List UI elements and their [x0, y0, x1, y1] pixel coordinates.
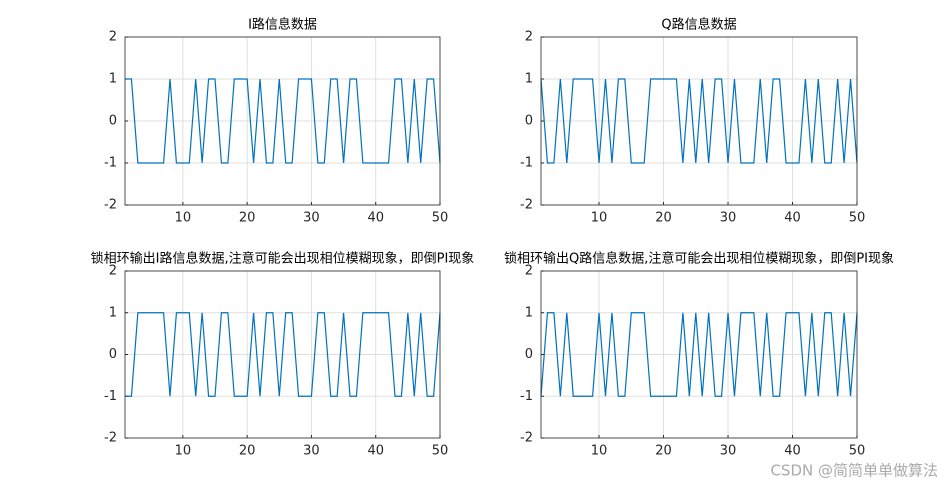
data-line	[125, 312, 441, 397]
x-tick-label: 40	[784, 444, 801, 459]
y-tick-label: -1	[520, 156, 533, 171]
axes-box	[540, 36, 858, 206]
x-tick-label: 10	[175, 211, 192, 226]
y-tick-label: -1	[520, 389, 533, 404]
y-tick-label: -2	[104, 198, 117, 213]
y-tick-label: -2	[520, 198, 533, 213]
x-tick-label: 50	[432, 211, 449, 226]
chart-title: 锁相环输出I路信息数据,注意可能会出现相位模糊现象，即倒PI现象	[91, 251, 475, 267]
axes-box	[540, 270, 858, 439]
y-tick-label: 1	[525, 72, 533, 87]
x-tick-label: 30	[720, 211, 737, 226]
data-line	[125, 78, 441, 164]
y-tick-label: 1	[109, 72, 117, 87]
y-tick-label: 1	[525, 305, 533, 320]
y-tick-label: 1	[109, 305, 117, 320]
x-tick-label: 40	[367, 444, 384, 459]
chart-title: I路信息数据	[248, 17, 317, 33]
y-tick-label: 0	[109, 114, 117, 129]
y-tick-label: 0	[525, 347, 533, 362]
x-tick-label: 10	[591, 211, 608, 226]
x-tick-label: 30	[303, 211, 320, 226]
y-tick-label: 2	[109, 264, 117, 279]
x-tick-label: 40	[367, 211, 384, 226]
x-tick-label: 30	[303, 444, 320, 459]
x-tick-label: 20	[239, 211, 256, 226]
y-tick-label: 0	[525, 114, 533, 129]
x-tick-label: 40	[784, 211, 801, 226]
y-tick-label: -1	[104, 389, 117, 404]
x-tick-label: 50	[849, 211, 866, 226]
y-tick-label: 2	[525, 264, 533, 279]
x-tick-label: 10	[175, 444, 192, 459]
y-tick-label: -1	[104, 156, 117, 171]
chart-title: Q路信息数据	[661, 17, 736, 33]
x-tick-label: 20	[239, 444, 256, 459]
data-line	[540, 312, 858, 397]
x-tick-label: 20	[655, 444, 672, 459]
x-tick-label: 10	[591, 444, 608, 459]
data-line	[540, 78, 858, 164]
y-tick-label: -2	[520, 431, 533, 446]
x-tick-label: 50	[432, 444, 449, 459]
watermark: CSDN @简简单单做算法	[770, 462, 938, 480]
x-tick-label: 50	[849, 444, 866, 459]
chart-title: 锁相环输出Q路信息数据,注意可能会出现相位模糊现象，即倒PI现象	[504, 251, 894, 267]
x-tick-label: 30	[720, 444, 737, 459]
y-tick-label: 2	[109, 30, 117, 45]
axes-box	[124, 270, 441, 439]
y-tick-label: 0	[109, 347, 117, 362]
axes-box	[124, 36, 441, 206]
y-tick-label: 2	[525, 30, 533, 45]
y-tick-label: -2	[104, 431, 117, 446]
x-tick-label: 20	[655, 211, 672, 226]
